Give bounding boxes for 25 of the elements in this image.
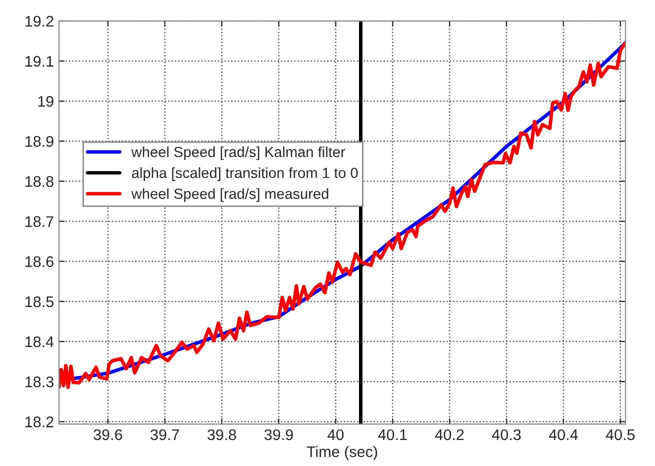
y-tick-label: 18.4 — [26, 336, 54, 348]
y-tick-label: 18.2 — [26, 416, 54, 428]
x-tick-label: 40 — [328, 429, 344, 440]
x-tick-label: 40.4 — [548, 429, 578, 440]
legend-label: wheel Speed [rad/s] measured — [131, 188, 328, 202]
x-tick-label: 40.3 — [492, 429, 521, 440]
y-tick-label: 19.1 — [26, 56, 54, 67]
x-tick-label: 40.1 — [378, 429, 407, 440]
y-tick-label: 18.8 — [26, 176, 54, 187]
x-tick-label: 39.9 — [264, 429, 293, 440]
x-tick-label: 40.5 — [606, 429, 635, 440]
legend-label: alpha [scaled] transition from 1 to 0 — [132, 167, 358, 181]
x-tick-label: 39.6 — [94, 429, 122, 440]
y-tick-label: 18.3 — [26, 376, 54, 388]
x-axis-title: Time (sec) — [306, 446, 378, 460]
x-tick-label: 40.2 — [435, 429, 464, 440]
y-tick-label: 19 — [38, 96, 54, 107]
legend-label: wheel Speed [rad/s] Kalman filter — [131, 146, 346, 160]
y-tick-label: 18.6 — [26, 256, 54, 268]
y-tick-label: 18.5 — [26, 296, 54, 308]
x-tick-label: 39.7 — [150, 429, 179, 440]
x-tick-label: 39.8 — [208, 429, 236, 440]
y-tick-label: 18.9 — [26, 136, 54, 147]
y-tick-label: 19.2 — [26, 16, 54, 27]
y-tick-label: 18.7 — [26, 216, 54, 227]
